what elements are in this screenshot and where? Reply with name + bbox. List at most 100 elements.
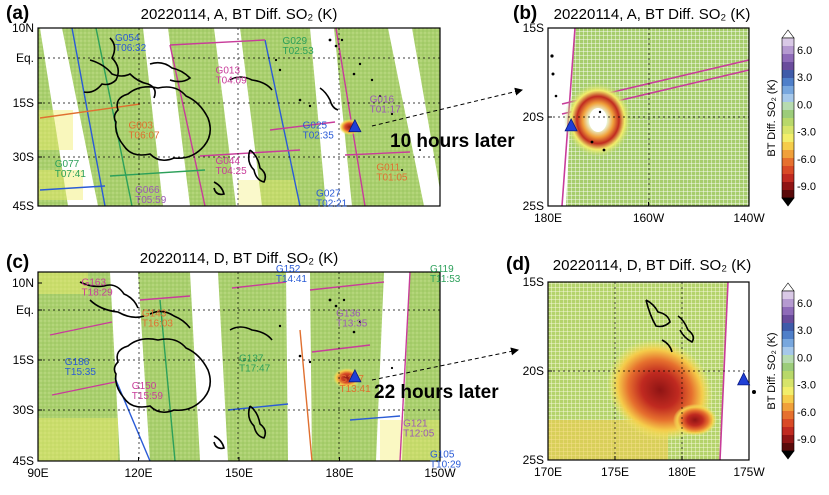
- swath-edge: [264, 39, 301, 207]
- y-tick-label: 45S: [13, 199, 34, 213]
- colorbar-swatch: [782, 126, 794, 135]
- panel-b-y-ticks: 15S 20S 25S: [523, 21, 552, 213]
- panel-d-x-ticks: 170E 175E 180E 175W: [534, 456, 765, 479]
- colorbar-swatch: [782, 158, 794, 167]
- orbit-gap: [143, 28, 190, 206]
- orbit-label: G077: [55, 159, 80, 170]
- y-tick-label: 30S: [13, 403, 34, 417]
- colorbar-swatch: [782, 347, 794, 356]
- swath-edge: [349, 415, 401, 421]
- orbit-gap: [388, 28, 440, 206]
- plume-center: [589, 108, 607, 132]
- orbit-label: G054: [115, 33, 140, 44]
- colorbar-swatch: [782, 86, 794, 95]
- orbit-time: T01:17: [370, 104, 402, 115]
- colorbar-swatch: [782, 174, 794, 183]
- colorbar-swatch: [782, 78, 794, 87]
- colorbar-swatch: [782, 419, 794, 428]
- colorbar-tick-label: 6.0: [797, 298, 812, 310]
- orbit-label: G011: [376, 162, 400, 173]
- colorbar-swatch: [782, 307, 794, 316]
- field-band: [238, 180, 298, 206]
- volcano-marker: [564, 118, 578, 132]
- orbit-time: T18:29: [82, 288, 114, 299]
- volcano-marker: [736, 372, 751, 386]
- swath-edge: [49, 321, 113, 336]
- colorbar-frame: [781, 37, 795, 199]
- panel-a-label: (a): [6, 3, 29, 24]
- y-tick-label: 20S: [523, 110, 544, 124]
- orbit-gap: [214, 28, 262, 206]
- orbit-label: G136: [336, 309, 361, 320]
- orbit-gap: [376, 272, 410, 461]
- colorbar-swatch: [782, 411, 794, 420]
- x-tick-label: 180E: [534, 211, 562, 225]
- x-tick-label: 140W: [733, 211, 765, 225]
- colorbar-swatch: [782, 323, 794, 332]
- y-tick-label: Eq.: [16, 303, 34, 317]
- field-band: [380, 420, 440, 461]
- colorbar-tick-label: -3.0: [797, 127, 816, 139]
- colorbar-swatch: [782, 62, 794, 71]
- colorbar-swatch: [782, 166, 794, 175]
- colorbar-swatch: [782, 110, 794, 119]
- coastline: [645, 299, 695, 353]
- orbit-time: T07:41: [55, 169, 87, 180]
- orbit-label: G186: [65, 357, 90, 368]
- colorbar-tick-label: -6.0: [797, 154, 816, 166]
- colorbar-top: 6.0 3.0 0.0 -3.0 -6.0 -9.0 BT Diff. SO₂ (K): [766, 29, 816, 207]
- panel-c-plot-area: [38, 272, 440, 461]
- panel-c-label: (c): [6, 252, 29, 273]
- orbit-time: T12:05: [403, 429, 435, 440]
- colorbar-swatch: [782, 427, 794, 436]
- orbit-gap: [190, 272, 228, 461]
- orbit-label: G163: [82, 278, 107, 289]
- colorbar-tick-label: -9.0: [797, 181, 816, 193]
- colorbar-swatch: [782, 371, 794, 380]
- colorbar-bottom: 6.0 3.0 0.0 -3.0 -6.0 -9.0 BT Diff. SO₂ (K): [766, 282, 816, 460]
- orbit-time: T15:59: [132, 391, 164, 402]
- swath-edge: [269, 121, 336, 131]
- swath-edge: [169, 44, 206, 207]
- colorbar-swatch: [782, 299, 794, 308]
- y-tick-label: 20S: [523, 364, 544, 378]
- colorbar-swatch: [782, 102, 794, 111]
- colorbar-tick-label: 0.0: [797, 99, 812, 111]
- y-tick-label: 10N: [12, 21, 34, 35]
- panel-d: (d) 20220114, D, BT Diff. SO₂ (K) 15S 20S…: [506, 254, 765, 479]
- colorbar-tick-label: -6.0: [797, 407, 816, 419]
- orbit-time: T06:07: [128, 130, 160, 141]
- annotation-22-hours: 22 hours later: [374, 382, 499, 403]
- y-tick-label: Eq.: [16, 51, 34, 65]
- swath-edge: [159, 299, 176, 462]
- annotation-10-hours: 10 hours later: [390, 131, 515, 152]
- colorbar-end-low: [781, 197, 795, 207]
- swath-edge: [51, 381, 116, 396]
- swath-edge: [169, 39, 266, 46]
- field-band: [38, 110, 73, 150]
- orbit-label: G150: [132, 381, 157, 392]
- swath-edge: [335, 27, 366, 207]
- orbit-gap: [286, 272, 312, 461]
- orbit-time: T16:03: [142, 319, 174, 330]
- colorbar-swatch: [782, 150, 794, 159]
- orbit-label: G027: [316, 188, 341, 199]
- x-tick-label: 150W: [424, 466, 456, 480]
- orbit-time: T13:41: [340, 384, 372, 395]
- orbit-time: T04:25: [216, 166, 248, 177]
- panel-b-label: (b): [513, 3, 537, 24]
- colorbar-tick-label: -3.0: [797, 380, 816, 392]
- orbit-gap: [40, 28, 98, 206]
- swath-edge: [344, 151, 411, 156]
- panel-a-grid: [38, 28, 440, 206]
- orbit-label: G016: [370, 94, 395, 105]
- coastline: [79, 281, 273, 450]
- x-tick-label: 175W: [733, 465, 765, 479]
- orbit-label: G066: [135, 185, 160, 196]
- colorbar-swatch: [782, 403, 794, 412]
- panel-a-title: 20220114, A, BT Diff. SO₂ (K): [141, 6, 338, 23]
- orbit-label: G013: [216, 65, 241, 76]
